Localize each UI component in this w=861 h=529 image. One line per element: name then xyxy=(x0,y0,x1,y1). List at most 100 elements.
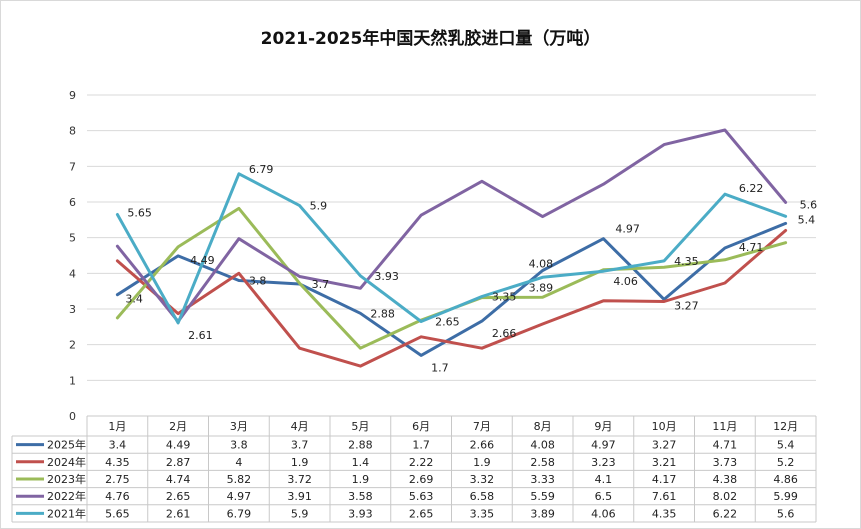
y-tick-label: 8 xyxy=(69,125,76,138)
table-cell: 4.86 xyxy=(773,473,798,486)
data-label: 6.79 xyxy=(249,163,274,176)
table-cell: 2.61 xyxy=(166,507,191,520)
y-tick-label: 5 xyxy=(69,232,76,245)
table-cell: 5.4 xyxy=(777,439,795,452)
x-tick-label: 1月 xyxy=(108,420,126,433)
x-tick-label: 7月 xyxy=(473,420,491,433)
table-cell: 4.38 xyxy=(713,473,738,486)
data-label: 6.22 xyxy=(739,182,764,195)
table-cell: 5.2 xyxy=(777,456,795,469)
table-cell: 4.49 xyxy=(166,439,191,452)
x-tick-label: 2月 xyxy=(169,420,187,433)
table-cell: 5.63 xyxy=(409,490,434,503)
table-cell: 4.71 xyxy=(713,439,738,452)
table-cell: 4.35 xyxy=(652,507,677,520)
x-tick-label: 8月 xyxy=(534,420,552,433)
data-label: 1.7 xyxy=(431,361,449,374)
table-cell: 3.73 xyxy=(713,456,738,469)
data-label: 2.88 xyxy=(370,307,395,320)
series-line-2021年 xyxy=(115,172,788,325)
y-tick-label: 6 xyxy=(69,196,76,209)
table-cell: 4.1 xyxy=(595,473,613,486)
table-cell: 2.65 xyxy=(166,490,191,503)
data-label: 3.8 xyxy=(249,274,267,287)
table-cell: 8.02 xyxy=(713,490,738,503)
table-cell: 6.5 xyxy=(595,490,613,503)
table-cell: 4.97 xyxy=(227,490,252,503)
data-label: 3.4 xyxy=(125,293,143,306)
table-cell: 1.7 xyxy=(412,439,430,452)
table-cell: 4.08 xyxy=(530,439,555,452)
table-cell: 4.97 xyxy=(591,439,616,452)
x-tick-label: 3月 xyxy=(230,420,248,433)
table-cell: 7.61 xyxy=(652,490,677,503)
x-tick-label: 5月 xyxy=(351,420,369,433)
chart-title: 2021-2025年中国天然乳胶进口量（万吨） xyxy=(260,29,601,49)
data-label: 4.06 xyxy=(613,275,638,288)
table-cell: 1.9 xyxy=(291,456,309,469)
y-axis-ticks: 0 1 2 3 4 5 6 7 8 9 xyxy=(69,89,76,423)
table-cell: 2.65 xyxy=(409,507,434,520)
legend-label: 2025年 xyxy=(47,438,86,452)
series-line-2022年 xyxy=(115,128,788,323)
legend-label: 2023年 xyxy=(47,472,86,486)
y-tick-label: 0 xyxy=(69,410,76,423)
table-cell: 2.87 xyxy=(166,456,191,469)
y-tick-label: 1 xyxy=(69,374,76,387)
table-cell: 3.8 xyxy=(230,439,248,452)
table-cell: 1.9 xyxy=(352,473,370,486)
table-cell: 3.58 xyxy=(348,490,373,503)
table-cell: 2.75 xyxy=(105,473,130,486)
table-cell: 6.22 xyxy=(713,507,738,520)
data-label: 3.35 xyxy=(492,291,517,304)
table-cell: 1.9 xyxy=(473,456,491,469)
table-cell: 5.6 xyxy=(777,507,795,520)
data-label: 5.65 xyxy=(127,206,152,219)
data-label: 4.35 xyxy=(674,255,699,268)
data-label: 4.97 xyxy=(615,223,640,236)
y-tick-label: 7 xyxy=(69,160,76,173)
table-cell: 2.69 xyxy=(409,473,434,486)
data-label: 3.27 xyxy=(674,299,699,312)
gridlines xyxy=(87,94,816,417)
table-cell: 3.33 xyxy=(530,473,555,486)
table-cell: 1.4 xyxy=(352,456,370,469)
table-cell: 3.93 xyxy=(348,507,373,520)
legend-label: 2021年 xyxy=(47,506,86,520)
table-cell: 4.76 xyxy=(105,490,130,503)
table-cell: 3.91 xyxy=(287,490,312,503)
data-label: 5.4 xyxy=(798,213,816,226)
x-tick-label: 4月 xyxy=(291,420,309,433)
data-label: 4.08 xyxy=(529,257,554,270)
table-cell: 2.66 xyxy=(470,439,495,452)
table-cell: 2.22 xyxy=(409,456,434,469)
table-cell: 4.06 xyxy=(591,507,616,520)
data-table: 1月 2月 3月 4月 5月 6月 7月 8月 9月 10月 11月 12月 2025年 3.4 4.49 3… xyxy=(11,415,817,523)
data-label: 5.9 xyxy=(310,200,328,213)
data-label: 4.71 xyxy=(739,241,764,254)
data-label: 3.89 xyxy=(529,281,554,294)
table-cell: 3.72 xyxy=(287,473,312,486)
data-labels: 3.4 4.49 3.8 3.7 2.88 1.7 2.66 4.08 4.97 3.27 4.71… xyxy=(125,163,817,375)
y-tick-label: 9 xyxy=(69,89,76,102)
legend-label: 2024年 xyxy=(47,455,86,469)
table-cell: 4.74 xyxy=(166,473,191,486)
x-tick-label: 9月 xyxy=(594,420,612,433)
x-tick-label: 6月 xyxy=(412,420,430,433)
table-cell: 5.59 xyxy=(530,490,555,503)
data-label: 2.61 xyxy=(188,329,213,342)
table-cell: 5.82 xyxy=(227,473,252,486)
table-cell: 4 xyxy=(235,456,242,469)
table-cell: 5.99 xyxy=(773,490,798,503)
table-cell: 3.35 xyxy=(470,507,495,520)
x-tick-label: 10月 xyxy=(652,420,677,433)
series-line-2024年 xyxy=(115,229,788,368)
table-cell: 2.58 xyxy=(530,456,555,469)
y-tick-label: 3 xyxy=(69,303,76,316)
legend-label: 2022年 xyxy=(47,489,86,503)
table-cell: 3.89 xyxy=(530,507,555,520)
table-cell: 3.32 xyxy=(470,473,495,486)
table-cell: 5.9 xyxy=(291,507,309,520)
